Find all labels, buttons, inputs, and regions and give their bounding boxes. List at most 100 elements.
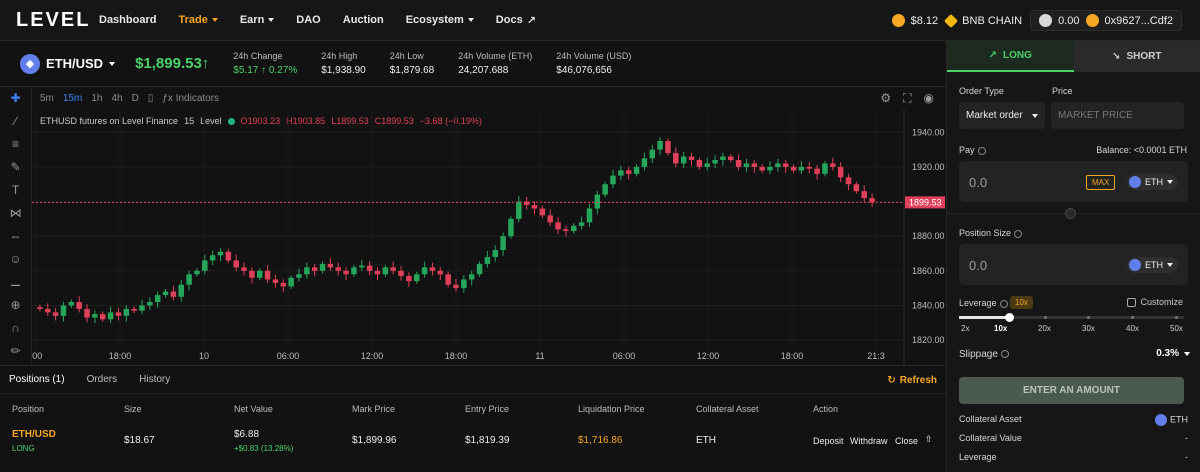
chain-selector[interactable]: BNB CHAIN — [944, 13, 1023, 28]
y-tick-label: 1860.00 — [912, 266, 945, 276]
tab-short[interactable]: ↘ SHORT — [1073, 41, 1200, 72]
max-button[interactable]: MAX — [1086, 175, 1116, 190]
emoji-icon[interactable]: ☺ — [9, 252, 22, 266]
camera-icon[interactable]: ◉ — [923, 91, 934, 105]
crosshair-icon[interactable]: ✚ — [10, 91, 21, 105]
enter-amount-button[interactable]: ENTER AN AMOUNT — [959, 377, 1184, 404]
candle-body — [798, 166, 805, 171]
stat-label: 24h Change — [233, 51, 283, 61]
customize-checkbox[interactable]: Customize — [1127, 297, 1183, 307]
y-tick-label: 1840.00 — [912, 300, 945, 310]
nav-dashboard[interactable]: Dashboard — [99, 14, 156, 26]
positions-panel: Positions (1) Orders History ↻ Refresh Po… — [0, 365, 946, 472]
share-icon[interactable]: ⇧ — [925, 434, 933, 444]
candle-body — [618, 170, 624, 176]
leverage-tick: 20x — [1038, 324, 1051, 333]
candle-body — [555, 222, 561, 230]
info-icon — [977, 146, 986, 155]
price-chart[interactable]: 1940.001920.001900.001880.001860.001840.… — [32, 109, 946, 365]
leverage-label-wrap: Leverage — [959, 298, 1008, 308]
interval-5m[interactable]: 5m — [40, 92, 54, 104]
info-icon — [999, 299, 1008, 308]
chart-area: ✚ ∕ ≡ ✎ T ⋈ ⇔ ☺ ⚊ ⊕ ∩ ✏ 5m 15m 1h 4h D ▯… — [0, 87, 946, 365]
size-input[interactable]: 0.0 ETH — [959, 244, 1188, 285]
nav-label: Dashboard — [99, 14, 157, 26]
measure-icon[interactable]: ⇔ — [9, 229, 22, 243]
wallet-button[interactable]: 0.00 0x9627...Cdf2 — [1030, 10, 1182, 31]
position-size: $18.67 — [124, 435, 155, 446]
interval-d[interactable]: D — [131, 92, 139, 104]
nav-ecosystem[interactable]: Ecosystem — [406, 14, 474, 26]
swap-icon[interactable] — [1065, 208, 1076, 219]
nav-trade[interactable]: Trade — [178, 14, 218, 26]
tab-orders[interactable]: Orders — [86, 374, 118, 385]
ruler-icon[interactable]: ⚊ — [10, 275, 21, 289]
chevron-down-icon — [268, 18, 275, 22]
ohlc-low: L1899.53 — [331, 116, 369, 126]
kv-label: Collateral Value — [959, 433, 1022, 443]
candle-body — [743, 163, 750, 167]
slippage-select[interactable]: 0.3% — [1130, 345, 1190, 362]
trendline-icon[interactable]: ∕ — [14, 114, 17, 128]
interval-4h[interactable]: 4h — [111, 92, 123, 104]
pay-input[interactable]: 0.0 MAX ETH — [959, 161, 1188, 202]
order-type-select[interactable]: Market order — [959, 102, 1045, 129]
slider-handle[interactable] — [1004, 313, 1014, 322]
app-logo[interactable]: LEVEL — [16, 8, 91, 31]
candle-body — [610, 175, 616, 185]
tab-long[interactable]: ↗ LONG — [947, 41, 1074, 72]
deposit-button[interactable]: Deposit — [813, 436, 844, 446]
last-price-tag — [905, 196, 945, 209]
chain-label: BNB CHAIN — [962, 14, 1023, 27]
candle-body — [782, 163, 789, 167]
tab-history[interactable]: History — [139, 374, 171, 385]
price-input: MARKET PRICE — [1051, 102, 1184, 129]
pattern-icon[interactable]: ⋈ — [9, 206, 22, 220]
pair-selector[interactable]: ◆ ETH/USD — [20, 53, 116, 74]
pencil-icon[interactable]: ✏ — [10, 344, 21, 358]
magnet-icon[interactable]: ∩ — [11, 321, 20, 335]
settings-icon[interactable]: ⚙ — [880, 91, 892, 105]
kv-value: ETH — [1170, 414, 1188, 425]
nav-earn[interactable]: Earn — [240, 14, 275, 26]
interval-1h[interactable]: 1h — [91, 92, 103, 104]
fullscreen-icon[interactable]: ⛶ — [903, 91, 912, 105]
leverage-slider[interactable] — [959, 313, 1184, 322]
fib-icon[interactable]: ≡ — [11, 137, 19, 151]
candle-type-icon[interactable]: ▯ — [147, 92, 154, 104]
withdraw-button[interactable]: Withdraw — [850, 436, 888, 446]
candle-body — [225, 251, 232, 261]
kv-value-wrap: ETH — [1155, 414, 1188, 426]
change-value: $5.17 — [233, 65, 259, 76]
interval-15m[interactable]: 15m — [62, 92, 83, 104]
nav-docs[interactable]: Docs ↗ — [496, 14, 536, 27]
x-tick-label: 18:00 — [109, 351, 132, 361]
size-label: Position Size — [959, 228, 1012, 238]
tab-positions[interactable]: Positions (1) — [9, 374, 65, 385]
position-market: ETH/USD — [12, 429, 56, 440]
close-button[interactable]: Close — [895, 436, 919, 446]
candle-body — [767, 166, 773, 171]
candle-body — [398, 270, 404, 277]
nav-auction[interactable]: Auction — [343, 14, 384, 26]
candle-body — [194, 270, 200, 275]
brush-icon[interactable]: ✎ — [10, 160, 21, 174]
zoom-icon[interactable]: ⊕ — [10, 298, 21, 312]
candle-body — [84, 308, 90, 318]
candle-body — [374, 270, 381, 275]
kv-value: - — [1185, 433, 1188, 443]
candle-body — [468, 274, 475, 280]
size-token-select[interactable]: ETH — [1127, 257, 1178, 273]
candle-body — [304, 267, 310, 275]
candle-body — [359, 265, 365, 268]
indicators-button[interactable]: ƒx Indicators — [162, 92, 220, 104]
candle-body — [578, 222, 585, 226]
text-icon[interactable]: T — [11, 183, 20, 197]
x-tick-label: 06:00 — [613, 351, 636, 361]
position-side: LONG — [12, 444, 35, 453]
refresh-button[interactable]: ↻ Refresh — [887, 375, 937, 386]
leverage-row: Leverage - — [959, 452, 1188, 462]
pay-token-select[interactable]: ETH — [1127, 174, 1178, 190]
stat-high: 24h High $1,938.90 — [321, 51, 366, 76]
nav-dao[interactable]: DAO — [296, 14, 320, 26]
